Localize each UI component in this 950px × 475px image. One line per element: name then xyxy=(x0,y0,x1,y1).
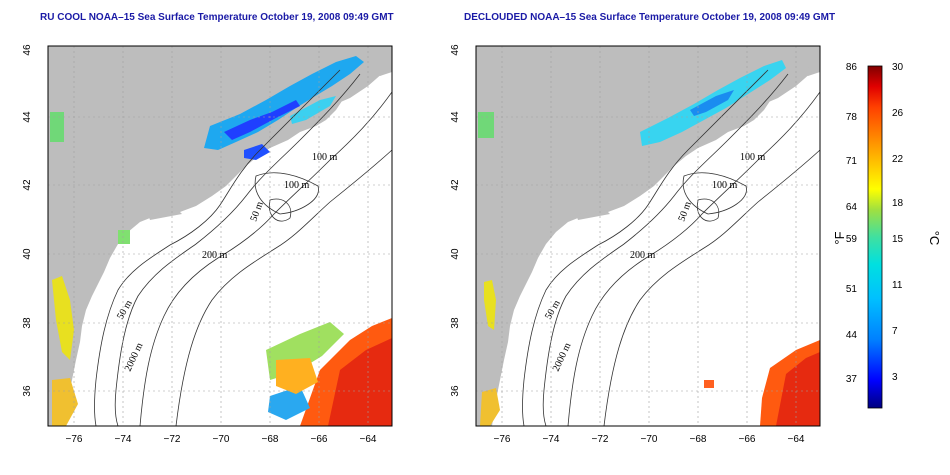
right-coastal-warm xyxy=(484,280,496,330)
right-green-patch xyxy=(478,112,494,138)
right-lon-axis: −76 −74 −72 −70 −68 −66 −64 xyxy=(494,434,805,445)
left-mixed-sst-2 xyxy=(268,386,310,420)
colorbar-fahrenheit-ticks: 86 78 71 64 59 51 44 37 xyxy=(846,62,858,385)
right-lat-tick-40: 40 xyxy=(450,248,461,260)
cb-c-tick-11: 11 xyxy=(892,280,903,291)
left-contour-label-200m: 200 m xyxy=(202,250,228,261)
left-green-patch-1 xyxy=(50,112,64,142)
left-green-patch-2 xyxy=(118,230,130,244)
cb-f-tick-59: 59 xyxy=(846,234,858,245)
left-deep-blue-patch xyxy=(224,100,300,140)
left-lat-tick-42: 42 xyxy=(22,179,33,191)
right-land xyxy=(476,46,820,426)
left-lat-tick-40: 40 xyxy=(22,248,33,260)
left-coastal-warm xyxy=(52,276,74,360)
cb-f-tick-64: 64 xyxy=(846,202,858,213)
left-lat-tick-38: 38 xyxy=(22,317,33,329)
right-map-frame xyxy=(475,45,821,427)
cb-f-tick-86: 86 xyxy=(846,62,858,73)
cb-f-tick-37: 37 xyxy=(846,374,858,385)
left-cool-sst-patch-2 xyxy=(290,96,336,124)
left-long-island xyxy=(148,210,182,220)
right-depth-contours xyxy=(522,69,820,426)
right-lon-tick-70: −70 xyxy=(641,434,658,445)
cb-f-tick-71: 71 xyxy=(846,156,858,167)
right-lat-axis: 46 44 42 40 38 36 xyxy=(450,44,461,397)
left-lon-tick-76: −76 xyxy=(66,434,83,445)
right-contour-label-100m-b: 100 m xyxy=(712,180,738,191)
colorbar-fahrenheit-unit: °F xyxy=(832,231,847,244)
right-lon-tick-76: −76 xyxy=(494,434,511,445)
right-lat-tick-38: 38 xyxy=(450,317,461,329)
right-lon-tick-68: −68 xyxy=(690,434,707,445)
cb-c-tick-15: 15 xyxy=(892,234,904,245)
cb-f-tick-44: 44 xyxy=(846,330,858,341)
left-lat-axis: 46 44 42 40 38 36 xyxy=(22,44,33,397)
left-lon-tick-70: −70 xyxy=(213,434,230,445)
colorbar: 86 78 71 64 59 51 44 37 30 26 22 18 15 1… xyxy=(832,62,942,409)
cb-f-tick-51: 51 xyxy=(846,284,858,295)
right-contour-label-200m: 200 m xyxy=(630,250,656,261)
left-map-panel: 100 m 100 m 50 m 200 m 50 m 2000 m 46 44… xyxy=(22,44,393,445)
cb-f-tick-78: 78 xyxy=(846,112,858,123)
right-gulf-stream-hot xyxy=(776,352,820,426)
right-lon-tick-74: −74 xyxy=(543,434,560,445)
colorbar-celsius-ticks: 30 26 22 18 15 11 7 3 xyxy=(892,62,904,383)
right-gridlines xyxy=(476,46,820,426)
left-gulf-stream-hot xyxy=(328,338,392,426)
right-lat-tick-46: 46 xyxy=(450,44,461,56)
left-contour-label-100m-a: 100 m xyxy=(312,152,338,163)
right-warm-speckle xyxy=(704,380,714,388)
right-contour-label-100m-a: 100 m xyxy=(740,152,766,163)
right-lon-tick-72: −72 xyxy=(592,434,609,445)
cb-c-tick-3: 3 xyxy=(892,372,898,383)
left-lat-tick-36: 36 xyxy=(22,385,33,397)
left-contour-label-100m-b: 100 m xyxy=(284,180,310,191)
right-blue-patch xyxy=(690,90,734,116)
right-map-panel: 100 m 100 m 50 m 200 m 50 m 2000 m 46 44… xyxy=(450,44,821,445)
left-gridlines xyxy=(48,46,392,426)
left-depth-contours xyxy=(94,69,392,426)
cb-c-tick-7: 7 xyxy=(892,326,898,337)
right-lat-tick-44: 44 xyxy=(450,111,461,123)
cb-c-tick-18: 18 xyxy=(892,198,904,209)
left-lon-tick-66: −66 xyxy=(311,434,328,445)
cb-c-tick-26: 26 xyxy=(892,108,904,119)
left-blue-speckle xyxy=(244,144,270,160)
left-lon-tick-64: −64 xyxy=(360,434,377,445)
right-long-island xyxy=(576,210,610,220)
right-lat-tick-42: 42 xyxy=(450,179,461,191)
right-lon-tick-64: −64 xyxy=(788,434,805,445)
left-lat-tick-44: 44 xyxy=(22,111,33,123)
left-map-frame xyxy=(47,45,393,427)
right-lon-tick-66: −66 xyxy=(739,434,756,445)
colorbar-celsius-unit: °C xyxy=(927,231,942,246)
right-panel-title: DECLOUDED NOAA–15 Sea Surface Temperatur… xyxy=(464,12,836,23)
right-lat-tick-36: 36 xyxy=(450,385,461,397)
left-coastal-warm-2 xyxy=(52,378,78,426)
left-lon-tick-68: −68 xyxy=(262,434,279,445)
left-lat-tick-46: 46 xyxy=(22,44,33,56)
left-land xyxy=(48,46,392,426)
left-lon-tick-74: −74 xyxy=(115,434,132,445)
cb-c-tick-30: 30 xyxy=(892,62,904,73)
right-coastal-warm-2 xyxy=(480,388,500,426)
left-lon-axis: −76 −74 −72 −70 −68 −66 −64 xyxy=(66,434,377,445)
cb-c-tick-22: 22 xyxy=(892,154,904,165)
colorbar-gradient xyxy=(867,65,883,409)
left-panel-title: RU COOL NOAA–15 Sea Surface Temperature … xyxy=(40,12,394,23)
left-lon-tick-72: −72 xyxy=(164,434,181,445)
left-mixed-sst-3 xyxy=(276,358,318,394)
